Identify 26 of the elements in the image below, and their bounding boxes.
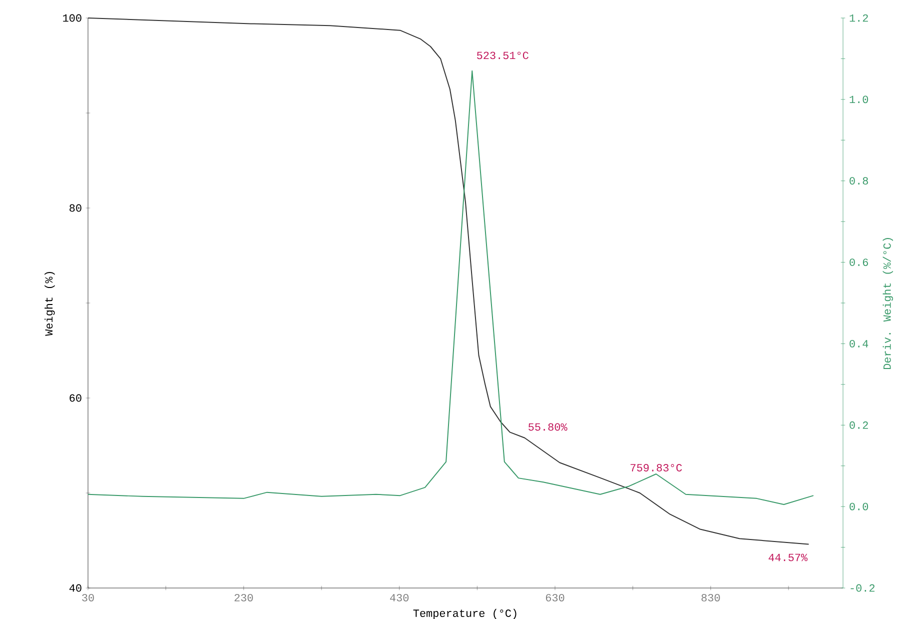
y2-tick-label: 0.8 bbox=[850, 177, 868, 185]
y2-axis-title: Deriv. Weight (%/°C) bbox=[882, 238, 893, 369]
y2-tick-label: 1.0 bbox=[850, 96, 868, 104]
y2-tick-label: -0.2 bbox=[850, 584, 875, 592]
y2-tick-label: 1.2 bbox=[850, 14, 868, 22]
line-series bbox=[88, 18, 810, 545]
annotation: 44.57% bbox=[768, 554, 808, 562]
x-tick-label: 630 bbox=[546, 594, 564, 602]
y2-tick-label: 0.0 bbox=[850, 502, 868, 510]
annotation: 759.83°C bbox=[630, 464, 682, 472]
x-tick-label: 30 bbox=[82, 594, 94, 602]
y-tick-label: 60 bbox=[70, 394, 82, 402]
annotation: 523.51°C bbox=[477, 52, 528, 60]
line-series bbox=[88, 70, 814, 506]
y2-tick-label: 0.6 bbox=[850, 258, 868, 266]
y-tick-label: 100 bbox=[63, 14, 82, 22]
x-tick-label: 230 bbox=[234, 594, 253, 602]
y-tick-label: 80 bbox=[70, 204, 82, 212]
y2-tick-label: 0.2 bbox=[850, 421, 868, 429]
x-axis-title: Temperature (°C) bbox=[413, 608, 516, 619]
annotation: 55.80% bbox=[528, 423, 568, 431]
y2-tick-label: 0.4 bbox=[850, 340, 868, 348]
x-tick-label: 430 bbox=[390, 594, 409, 602]
y-axis-title: Weight (%) bbox=[44, 272, 55, 336]
x-tick-label: 830 bbox=[702, 594, 720, 602]
y-tick-label: 40 bbox=[69, 584, 82, 592]
